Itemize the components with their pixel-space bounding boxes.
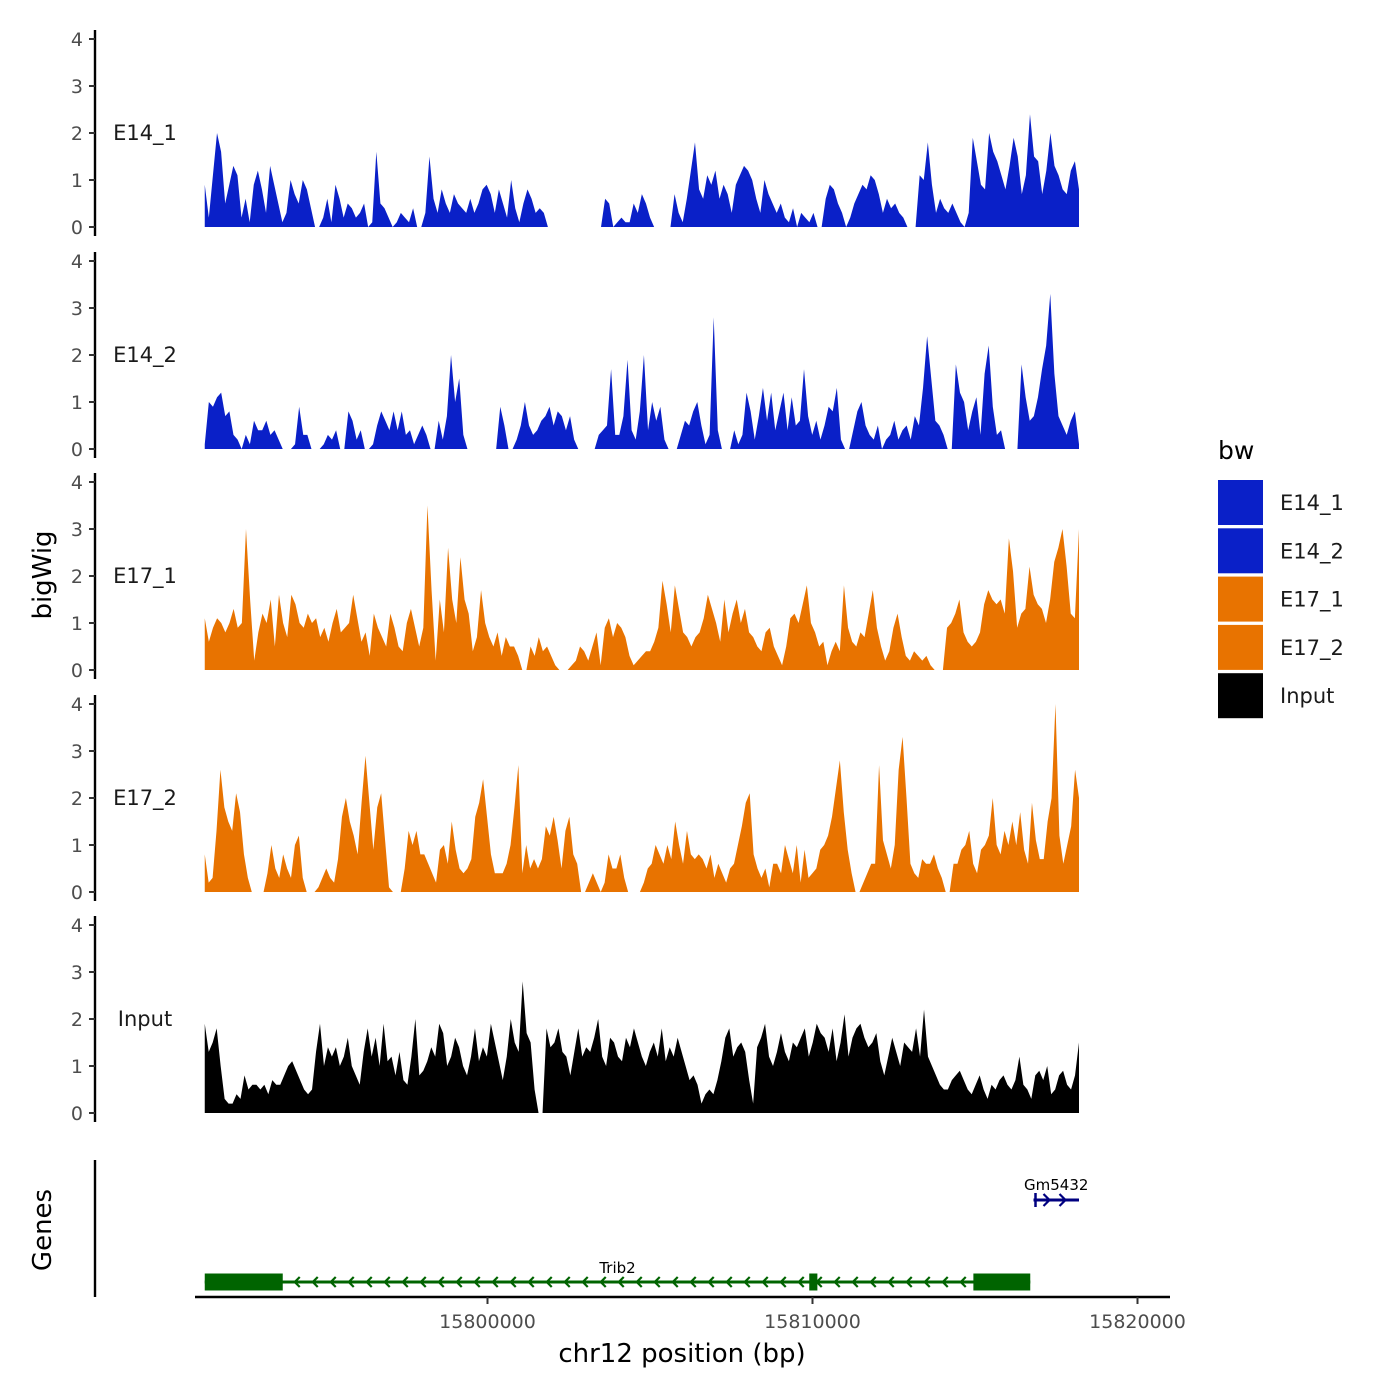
y-tick-label-E14_2-0: 0 [71,439,83,461]
y-tick-label-E14_2-3: 3 [71,298,83,320]
genes-axis-title: Genes [28,1189,58,1271]
y-tick-label-E17_2-2: 2 [71,788,83,810]
y-tick-label-E17_2-0: 0 [71,882,83,904]
legend-entry-Input: Input [1218,673,1334,719]
track-label-E17_2: E17_2 [113,786,177,811]
legend-entry-E17_1: E17_1 [1218,576,1344,622]
gene-Trib2: Trib2 [204,1259,1031,1291]
legend-entry-E14_2: E14_2 [1218,528,1344,574]
y-tick-label-E14_1-0: 0 [71,217,83,239]
legend-label-E17_1: E17_1 [1280,588,1344,613]
y-tick-label-E17_1-1: 1 [71,613,83,635]
track-E17_2: 0 1 2 3 4 E17_2 [71,694,1079,904]
coverage-area-E17_1 [204,505,1079,670]
exon-Trib2-2 [809,1273,818,1291]
x-axis-title: chr12 position (bp) [558,1339,805,1369]
exon-Trib2-1 [204,1273,283,1291]
x-tick-label-1: 15800000 [439,1311,536,1333]
track-E14_1: 0 1 2 3 4 E14_1 [71,29,1079,239]
legend-key-E14_1 [1218,480,1263,525]
exon-Trib2-3 [973,1273,1031,1291]
gene-label-Gm5432: Gm5432 [1024,1176,1088,1194]
y-tick-label-Input-1: 1 [71,1056,83,1078]
track-Input: 0 1 2 3 4 Input [71,915,1079,1125]
y-tick-label-Input-4: 4 [71,915,83,937]
y-tick-label-E17_1-0: 0 [71,660,83,682]
track-label-E14_1: E14_1 [113,121,177,146]
legend-key-Input [1218,673,1263,719]
legend-label-E17_2: E17_2 [1280,636,1344,661]
y-tick-label-E17_2-4: 4 [71,694,83,716]
y-tick-label-E14_2-2: 2 [71,345,83,367]
legend: bw E14_1 E14_2 E17_1 E17_2 Input [1218,436,1344,719]
track-label-E14_2: E14_2 [113,343,177,368]
gene-annotation-panel: Trib2 Gm5432 [93,1160,1088,1297]
y-axis-title: bigWig [28,530,58,619]
track-label-Input: Input [118,1007,172,1031]
legend-key-E17_2 [1218,624,1263,670]
gene-label-Trib2: Trib2 [598,1259,635,1277]
y-tick-label-E14_1-1: 1 [71,170,83,192]
y-tick-label-E14_2-4: 4 [71,251,83,273]
y-tick-label-E14_1-3: 3 [71,76,83,98]
gene-Gm5432: Gm5432 [1024,1176,1088,1207]
y-tick-label-E17_1-4: 4 [71,472,83,494]
y-tick-label-E17_1-2: 2 [71,566,83,588]
legend-key-E17_1 [1218,576,1263,622]
y-tick-label-E17_2-1: 1 [71,835,83,857]
legend-entry-E17_2: E17_2 [1218,624,1344,670]
legend-label-E14_1: E14_1 [1280,491,1344,516]
coverage-area-E14_1 [204,114,1079,227]
y-tick-label-Input-2: 2 [71,1009,83,1031]
coverage-area-E17_2 [204,704,1079,892]
x-axis: 15800000 15810000 15820000 [195,1295,1186,1333]
y-tick-label-Input-3: 3 [71,962,83,984]
coverage-area-E14_2 [204,293,1079,449]
track-E17_1: 0 1 2 3 4 E17_1 [71,472,1079,682]
coverage-area-Input [204,981,1079,1113]
y-tick-label-E17_2-3: 3 [71,741,83,763]
x-tick-label-2: 15810000 [764,1311,861,1333]
y-tick-label-E17_1-3: 3 [71,519,83,541]
legend-key-E14_2 [1218,528,1263,574]
y-tick-label-E14_1-2: 2 [71,123,83,145]
y-tick-label-E14_2-1: 1 [71,392,83,414]
strand-arrows-Gm5432 [1042,1193,1068,1207]
track-E14_2: 0 1 2 3 4 E14_2 [71,251,1079,461]
legend-label-E14_2: E14_2 [1280,539,1344,564]
track-label-E17_1: E17_1 [113,564,177,589]
coverage-tracks: 0 1 2 3 4 E14_1 0 1 2 3 4 E14_2 0 1 2 3 4 E17_1 0 1 2 3 4 E17_2… [71,29,1079,1125]
y-tick-label-Input-0: 0 [71,1103,83,1125]
legend-title: bw [1218,436,1254,465]
y-tick-label-E14_1-4: 4 [71,29,83,51]
x-tick-label-3: 15820000 [1089,1311,1186,1333]
legend-entry-E14_1: E14_1 [1218,480,1344,525]
legend-label-Input: Input [1280,684,1334,708]
